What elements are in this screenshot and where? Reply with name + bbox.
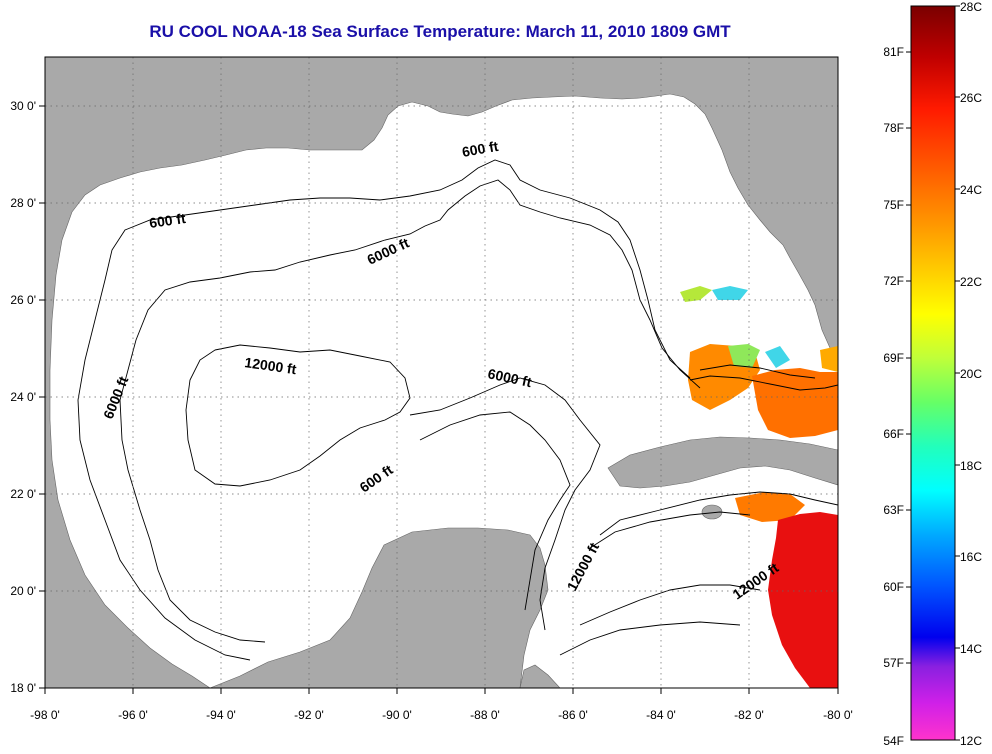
land-yucatan [209, 527, 549, 688]
colorbar-celsius-label: 20C [960, 367, 982, 381]
colorbar-celsius-label: 12C [960, 734, 982, 748]
colorbar-fahrenheit-label: 81F [883, 45, 904, 59]
y-tick-label: 26 0' [10, 293, 36, 307]
x-axis-labels: -98 0' -96 0' -94 0' -92 0' -90 0' -88 0… [30, 708, 853, 722]
y-tick-label: 18 0' [10, 681, 36, 695]
x-tick-label: -94 0' [206, 708, 236, 722]
frame-ticks [39, 105, 839, 694]
colorbar-fahrenheit-label: 54F [883, 734, 904, 748]
x-tick-label: -88 0' [470, 708, 500, 722]
x-tick-label: -98 0' [30, 708, 60, 722]
colorbar-celsius-label: 14C [960, 642, 982, 656]
x-tick-label: -86 0' [558, 708, 588, 722]
colorbar: 28C 26C 24C 22C 20C 18C 16C 14C 12C 81F … [883, 0, 982, 748]
colorbar-fahrenheit-label: 60F [883, 580, 904, 594]
y-tick-label: 22 0' [10, 487, 36, 501]
contour-label: 12000 ft [244, 354, 298, 377]
y-tick-label: 28 0' [10, 196, 36, 210]
x-tick-label: -82 0' [734, 708, 764, 722]
map-frame [44, 56, 839, 689]
colorbar-fahrenheit-label: 57F [883, 656, 904, 670]
colorbar-fahrenheit-label: 66F [883, 427, 904, 441]
map-title: RU COOL NOAA-18 Sea Surface Temperature:… [149, 22, 731, 41]
colorbar-celsius-label: 24C [960, 183, 982, 197]
colorbar-celsius-label: 18C [960, 459, 982, 473]
colorbar-celsius-label: 28C [960, 0, 982, 14]
contour-label: 600 ft [461, 138, 500, 160]
colorbar-fahrenheit-label: 75F [883, 198, 904, 212]
contour-label: 600 ft [148, 210, 187, 231]
bathymetry-contours [77, 159, 838, 661]
x-tick-label: -92 0' [294, 708, 324, 722]
y-tick-label: 20 0' [10, 584, 36, 598]
x-tick-label: -80 0' [823, 708, 853, 722]
colorbar-fahrenheit-label: 63F [883, 503, 904, 517]
colorbar-fahrenheit-label: 72F [883, 274, 904, 288]
colorbar-fahrenheit-label: 69F [883, 351, 904, 365]
land-cuba [607, 436, 838, 489]
land-central-america [519, 664, 561, 688]
colorbar-fahrenheit-label: 78F [883, 121, 904, 135]
colorbar-celsius-label: 26C [960, 91, 982, 105]
y-axis-labels: 30 0' 28 0' 26 0' 24 0' 22 0' 20 0' 18 0… [10, 99, 36, 695]
colorbar-celsius-label: 16C [960, 550, 982, 564]
x-tick-label: -96 0' [118, 708, 148, 722]
sst-data [680, 286, 838, 688]
y-tick-label: 30 0' [10, 99, 36, 113]
colorbar-gradient [910, 5, 956, 741]
colorbar-celsius-label: 22C [960, 275, 982, 289]
y-tick-label: 24 0' [10, 390, 36, 404]
x-tick-label: -90 0' [382, 708, 412, 722]
graticule [45, 57, 838, 688]
x-tick-label: -84 0' [646, 708, 676, 722]
